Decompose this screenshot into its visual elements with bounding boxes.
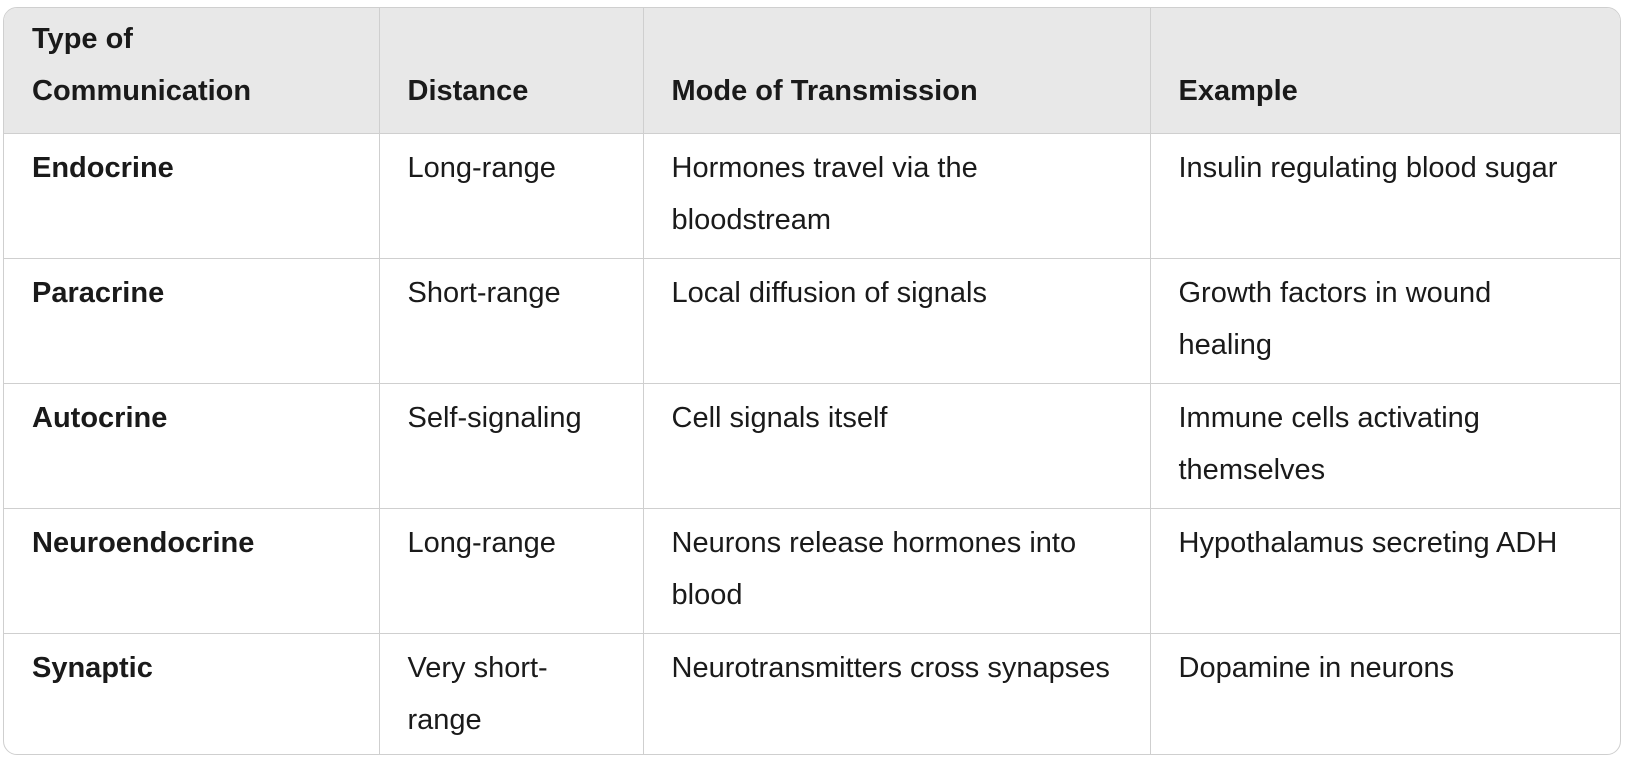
table-row: Autocrine Self-signaling Cell signals it…: [4, 383, 1620, 509]
cell-mode: Neurons release hormones into blood: [643, 508, 1151, 634]
header-example: Example: [1150, 8, 1620, 134]
header-row: Type of Communication Distance Mode of T…: [4, 8, 1620, 134]
table-row: Paracrine Short-range Local diffusion of…: [4, 258, 1620, 384]
cell-mode: Local diffusion of signals: [643, 258, 1151, 384]
cell-type: Autocrine: [4, 383, 380, 509]
cell-type: Synaptic: [4, 633, 380, 754]
cell-mode: Neurotransmitters cross synapses: [643, 633, 1151, 754]
cell-mode: Cell signals itself: [643, 383, 1151, 509]
table-body: Endocrine Long-range Hormones travel via…: [4, 133, 1620, 754]
table-container: Type of Communication Distance Mode of T…: [3, 7, 1621, 755]
header-mode: Mode of Transmission: [643, 8, 1151, 134]
cell-distance: Very short-range: [379, 633, 644, 754]
cell-distance: Long-range: [379, 133, 644, 259]
cell-distance: Self-signaling: [379, 383, 644, 509]
header-type: Type of Communication: [4, 8, 380, 134]
cell-example: Dopamine in neurons: [1178, 651, 1455, 684]
cell-example: Immune cells activating themselves: [1150, 383, 1620, 509]
table-row: Synaptic Very short-range Neurotransmitt…: [4, 633, 1620, 754]
header-distance: Distance: [379, 8, 644, 134]
cell-distance: Short-range: [379, 258, 644, 384]
cell-type: Paracrine: [4, 258, 380, 384]
cell-example: Insulin regulating blood sugar: [1150, 133, 1620, 259]
cell-type: Neuroendocrine: [4, 508, 380, 634]
cell-mode: Hormones travel via the bloodstream: [643, 133, 1151, 259]
cell-example: Growth factors in wound healing: [1150, 258, 1620, 384]
table-header: Type of Communication Distance Mode of T…: [4, 8, 1620, 134]
cell-example: Hypothalamus secreting ADH: [1150, 508, 1620, 634]
table-row: Neuroendocrine Long-range Neurons releas…: [4, 508, 1620, 634]
table-row: Endocrine Long-range Hormones travel via…: [4, 133, 1620, 259]
communication-table: Type of Communication Distance Mode of T…: [4, 8, 1620, 754]
cell-distance: Long-range: [379, 508, 644, 634]
cell-type: Endocrine: [4, 133, 380, 259]
